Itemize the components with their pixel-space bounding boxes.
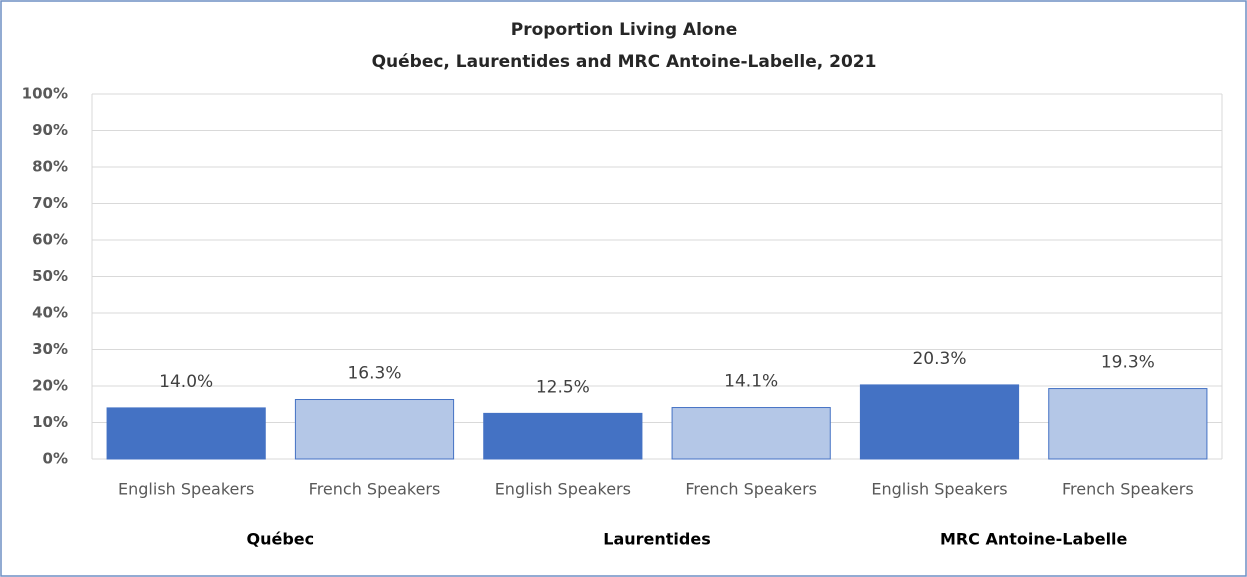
bar [859, 384, 1020, 460]
chart-title: Proportion Living Alone [511, 20, 737, 40]
x-tick-label: English Speakers [871, 480, 1007, 499]
y-tick-label: 0% [43, 450, 68, 468]
bar [1048, 388, 1208, 460]
y-tick-label: 10% [32, 413, 68, 431]
y-tick-label: 90% [32, 121, 68, 139]
y-tick-label: 40% [32, 304, 68, 322]
y-tick-label: 60% [32, 231, 68, 249]
x-tick-label: English Speakers [495, 480, 631, 499]
value-label: 14.0% [159, 372, 213, 392]
value-label: 20.3% [912, 349, 966, 369]
value-label: 12.5% [536, 377, 590, 397]
x-tick-label: English Speakers [118, 480, 254, 499]
group-label: Laurentides [603, 530, 710, 549]
group-label: Québec [247, 530, 315, 549]
x-tick-label: French Speakers [1062, 480, 1194, 499]
x-tick-label: French Speakers [309, 480, 441, 499]
y-tick-label: 70% [32, 194, 68, 212]
y-tick-label: 50% [32, 267, 68, 285]
value-label: 19.3% [1101, 353, 1155, 373]
bar [671, 407, 831, 460]
y-tick-label: 20% [32, 377, 68, 395]
bar [294, 399, 455, 460]
bar [106, 407, 266, 460]
y-tick-label: 100% [22, 85, 68, 103]
y-tick-label: 80% [32, 158, 68, 176]
bar [483, 412, 643, 460]
value-label: 14.1% [724, 372, 778, 392]
x-tick-label: French Speakers [685, 480, 817, 499]
group-label: MRC Antoine-Labelle [940, 530, 1128, 549]
y-tick-label: 30% [32, 340, 68, 358]
value-label: 16.3% [347, 364, 401, 384]
chart-subtitle: Québec, Laurentides and MRC Antoine-Labe… [372, 52, 877, 72]
